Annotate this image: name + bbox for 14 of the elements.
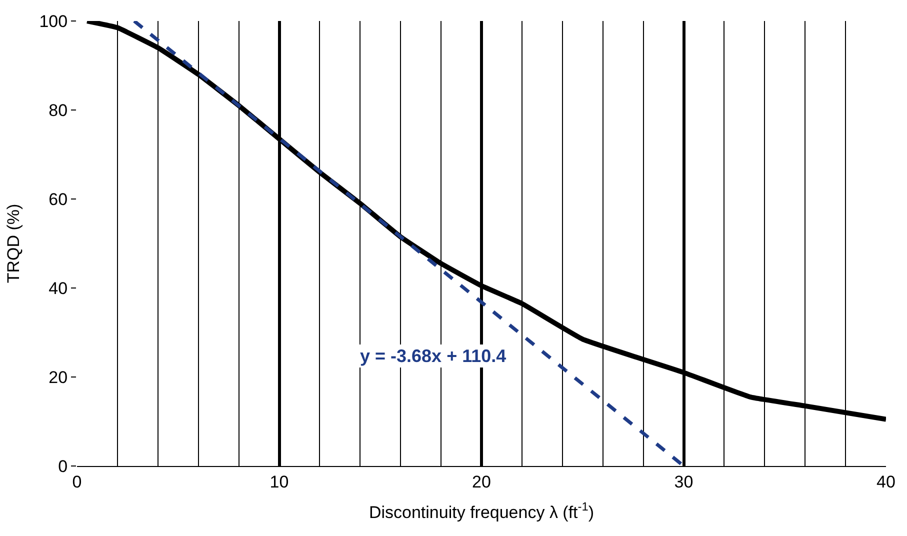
y-tick-label: 40 xyxy=(48,278,68,298)
x-tick-label: 0 xyxy=(72,472,82,492)
y-tick-label: 80 xyxy=(48,100,68,120)
y-tick-label: 0 xyxy=(58,456,68,476)
y-tick-label: 20 xyxy=(48,368,68,387)
annotation: y = -3.68x + 110.4 xyxy=(360,346,506,366)
y-axis-title: TRQD (%) xyxy=(4,204,23,284)
x-tick-label: 30 xyxy=(674,472,694,492)
x-tick-label: 40 xyxy=(876,472,896,492)
y-tick-label: 100 xyxy=(39,12,68,31)
y-tick-label: 60 xyxy=(48,190,68,209)
x-axis-title: Discontinuity frequency λ (ft$^{-1}$) xyxy=(368,500,594,522)
x-tick-label: 20 xyxy=(472,472,491,492)
x-tick-label: 10 xyxy=(270,472,289,492)
